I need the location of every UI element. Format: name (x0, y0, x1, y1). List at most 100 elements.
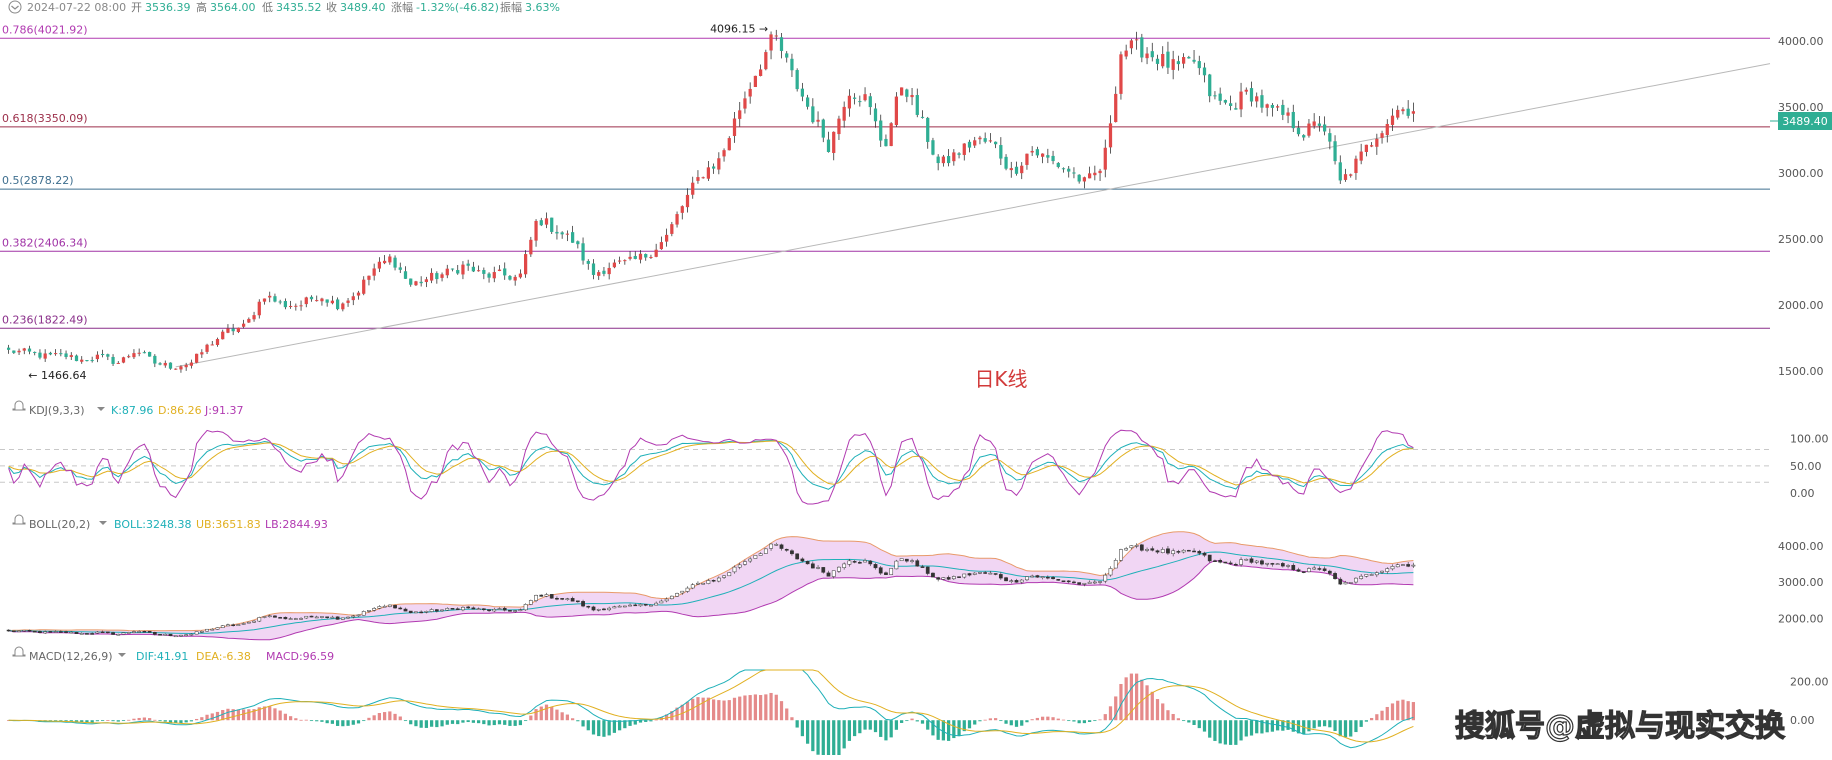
candle-body (685, 194, 690, 208)
boll-candle-body (1134, 545, 1139, 547)
candle-body (100, 353, 105, 355)
boll-candle-body (450, 608, 455, 610)
boll-candle-body (497, 608, 502, 610)
high-value: 3564.00 (210, 1, 256, 14)
macd-bar (1061, 719, 1066, 721)
boll-candle-body (549, 594, 554, 599)
boll-candle-body (852, 561, 857, 563)
boll-candle-body (6, 629, 11, 632)
bell-icon[interactable] (12, 514, 26, 525)
candle-body (377, 261, 382, 269)
candle-body (1380, 133, 1384, 138)
boll-candle-body (367, 610, 371, 612)
macd-bar (362, 720, 366, 722)
chart-title: 日K线 (974, 367, 1027, 391)
boll-candle-body (643, 604, 648, 606)
candle-body (1192, 59, 1196, 62)
fib-level-label: 0.382(2406.34) (2, 236, 88, 249)
candle-body (753, 75, 758, 88)
macd-bar (550, 706, 554, 721)
candle-body (1155, 58, 1160, 64)
macd-bar (252, 709, 256, 721)
boll-candle-body (340, 617, 345, 620)
candle-body (1296, 127, 1301, 135)
macd-bar (544, 704, 549, 721)
macd-bar (1077, 720, 1081, 724)
amplitude-value: 3.63% (525, 1, 560, 14)
macd-bar (1312, 720, 1316, 729)
candle-body (1046, 155, 1050, 158)
candle-body (858, 101, 862, 103)
candle-body (231, 328, 235, 332)
candle-body (351, 296, 355, 301)
price-pane: 0.786(4021.92) 0.618(3350.09) 0.5(2878.22)… (0, 23, 1832, 391)
boll-band-fill (8, 531, 1414, 640)
boll-candle-body (320, 616, 324, 618)
macd-dif-line (8, 669, 1414, 749)
boll-candle-body (1338, 578, 1343, 585)
candle-body (283, 301, 288, 308)
caret-down-icon[interactable] (97, 407, 105, 411)
macd-bar (570, 718, 575, 721)
boll-candle-body (314, 616, 319, 619)
candle-body (899, 87, 904, 96)
macd-bar (257, 707, 261, 721)
candle-body (978, 137, 982, 140)
caret-down-icon[interactable] (99, 521, 107, 525)
candle-body (1082, 177, 1087, 182)
boll-mid-value: BOLL:3248.38 (114, 518, 191, 531)
caret-down-icon[interactable] (118, 653, 126, 657)
macd-bar (372, 715, 376, 721)
macd-histogram (6, 673, 1416, 755)
amplitude-label: 振幅 (500, 0, 522, 14)
boll-candle-body (1369, 574, 1374, 576)
boll-candle-body (638, 603, 643, 607)
candle-body (1406, 108, 1410, 116)
boll-candle-body (722, 575, 726, 578)
candle-body (414, 281, 418, 286)
boll-candle-body (278, 617, 283, 619)
candle-body (717, 158, 721, 170)
macd-bar (487, 720, 491, 726)
macd-bar (899, 720, 904, 723)
boll-candle-body (596, 609, 601, 611)
macd-bar (1343, 720, 1348, 738)
macd-bar (1051, 717, 1055, 721)
bell-icon[interactable] (12, 646, 26, 657)
boll-candle-body (346, 616, 350, 619)
boll-candle-body (821, 567, 826, 573)
boll-candle-body (1051, 577, 1055, 580)
macd-bar (868, 720, 872, 730)
candle-body (884, 138, 888, 147)
boll-mid-line (8, 551, 1414, 635)
boll-candle-body (1155, 550, 1160, 553)
candle-body (931, 140, 935, 155)
candle-body (1035, 149, 1040, 156)
candle-body (341, 303, 345, 310)
macd-bar (1249, 720, 1254, 736)
boll-candle-body (727, 572, 732, 577)
macd-bar (852, 720, 857, 737)
candle-body (738, 110, 742, 119)
trend-line[interactable] (175, 63, 1771, 368)
macd-bar (1296, 720, 1301, 734)
candle-body (1108, 123, 1113, 148)
macd-bar (523, 720, 528, 722)
boll-candle-body (220, 625, 225, 628)
candle-body (1317, 123, 1322, 126)
fib-level-label: 0.236(1822.49) (2, 313, 88, 326)
candle-body (262, 298, 267, 302)
high-label: 高 (196, 0, 207, 14)
candle-body (1114, 93, 1118, 123)
header-datetime: 2024-07-22 08:00 (27, 1, 126, 14)
boll-candle-body (299, 618, 303, 620)
bell-icon[interactable] (12, 400, 26, 411)
macd-bar (1114, 696, 1118, 721)
macd-bar (221, 710, 225, 721)
boll-candle-body (565, 598, 570, 600)
collapse-icon[interactable] (8, 0, 22, 14)
boll-candle-body (90, 633, 95, 635)
candle-body (732, 118, 737, 136)
boll-candle-body (1192, 550, 1196, 553)
